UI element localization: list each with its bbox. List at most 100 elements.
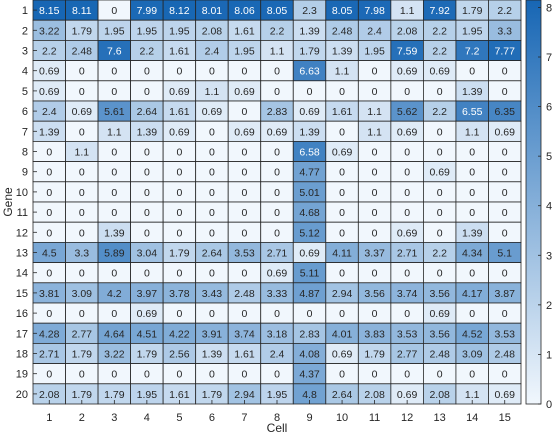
y-tick-label: 17 — [16, 328, 28, 340]
x-tick-label: 15 — [499, 412, 511, 424]
cell-value-label: 8.11 — [72, 5, 92, 17]
cell-value-label: 0 — [144, 369, 150, 381]
cell-value-label: 0.69 — [299, 248, 320, 260]
x-tick-label: 7 — [241, 412, 247, 424]
cell-value-label: 0 — [502, 187, 508, 199]
cell-value-label: 0 — [242, 147, 248, 159]
cell-value-label: 0.69 — [495, 389, 516, 401]
cell-value-label: 8.06 — [234, 5, 255, 17]
cell-value-label: 1.79 — [104, 389, 125, 401]
cell-value-label: 0 — [274, 207, 280, 219]
cell-value-label: 7.59 — [397, 46, 418, 58]
cell-value-label: 0 — [339, 207, 345, 219]
cell-value-label: 0 — [46, 308, 52, 320]
x-tick-label: 3 — [111, 412, 117, 424]
cell-value-label: 5.12 — [299, 227, 320, 239]
cell-value-label: 0 — [274, 66, 280, 78]
cell-value-label: 0 — [209, 147, 215, 159]
cell-value-label: 2.48 — [495, 349, 516, 361]
cell-value-label: 2.4 — [270, 349, 285, 361]
cell-value-label: 2.08 — [39, 389, 60, 401]
cell-value-label: 0 — [404, 268, 410, 280]
cell-value-label: 0 — [339, 126, 345, 138]
cell-value-label: 0 — [469, 207, 475, 219]
cell-value-label: 0.69 — [39, 66, 60, 78]
colorbar-tick-label: 8 — [546, 2, 552, 14]
cell-value-label: 1.39 — [202, 349, 223, 361]
y-tick-label: 7 — [22, 126, 28, 138]
cell-value-label: 0 — [209, 268, 215, 280]
cell-value-label: 0 — [111, 207, 117, 219]
cell-value-label: 4.37 — [299, 369, 320, 381]
cell-value-label: 6.55 — [462, 106, 483, 118]
cell-value-label: 3.04 — [137, 248, 158, 260]
x-tick-label: 11 — [369, 412, 380, 424]
cell-value-label: 1.79 — [202, 389, 223, 401]
cell-value-label: 0 — [372, 86, 378, 98]
cell-value-label: 1.61 — [169, 106, 190, 118]
cell-value-label: 0.69 — [202, 106, 223, 118]
cell-value-label: 0.69 — [169, 86, 190, 98]
cell-value-label: 2.71 — [39, 349, 60, 361]
y-tick-label: 20 — [16, 389, 28, 401]
colorbar-tick-label: 1 — [546, 349, 552, 361]
cell-value-label: 0 — [79, 167, 85, 179]
cell-value-label: 0 — [502, 167, 508, 179]
cell-value-label: 8.01 — [202, 5, 223, 17]
cell-value-label: 2.48 — [72, 46, 93, 58]
cell-value-label: 4.68 — [299, 207, 320, 219]
cell-value-label: 0 — [437, 147, 443, 159]
cell-value-label: 2.94 — [332, 288, 353, 300]
cell-value-label: 1.95 — [462, 25, 483, 37]
colorbar-tick-label: 0 — [546, 399, 552, 411]
cell-value-label: 4.2 — [107, 288, 122, 300]
cell-value-label: 0 — [437, 187, 443, 199]
cell-value-label: 0 — [176, 207, 182, 219]
cell-value-label: 0 — [79, 66, 85, 78]
cell-value-label: 0 — [111, 66, 117, 78]
cell-value-label: 0 — [339, 167, 345, 179]
cell-value-label: 3.22 — [104, 349, 125, 361]
cell-value-label: 0 — [469, 369, 475, 381]
cell-value-label: 0 — [242, 207, 248, 219]
cell-value-label: 2.2 — [497, 5, 512, 17]
cell-value-label: 0 — [469, 167, 475, 179]
cell-value-label: 2.83 — [299, 328, 320, 340]
cell-value-label: 1.79 — [364, 349, 385, 361]
cell-value-label: 0 — [339, 268, 345, 280]
cell-value-label: 3.53 — [397, 328, 418, 340]
cell-value-label: 0 — [144, 167, 150, 179]
cell-value-label: 0 — [502, 66, 508, 78]
cell-value-label: 0 — [502, 369, 508, 381]
cell-value-label: 0 — [209, 308, 215, 320]
cell-value-label: 2.2 — [140, 46, 155, 58]
cell-value-label: 0 — [339, 369, 345, 381]
cell-value-label: 1.61 — [332, 106, 353, 118]
cell-value-label: 0.69 — [397, 66, 418, 78]
cell-value-label: 3.09 — [72, 288, 93, 300]
x-axis-label: Cell — [267, 421, 288, 435]
cell-value-label: 3.37 — [364, 248, 385, 260]
cell-value-label: 1.95 — [267, 389, 288, 401]
cell-value-label: 3.83 — [364, 328, 385, 340]
cell-value-label: 3.97 — [137, 288, 158, 300]
cell-value-label: 0.69 — [137, 308, 158, 320]
cell-value-label: 0.69 — [332, 349, 353, 361]
cell-value-label: 3.78 — [169, 288, 190, 300]
x-tick-label: 1 — [46, 412, 52, 424]
cell-value-label: 0 — [111, 268, 117, 280]
x-tick-label: 13 — [434, 412, 446, 424]
cell-value-label: 0 — [176, 308, 182, 320]
cell-value-label: 0 — [437, 369, 443, 381]
cell-value-label: 1.61 — [169, 389, 190, 401]
cell-value-label: 1.39 — [299, 126, 320, 138]
cell-value-label: 0 — [469, 66, 475, 78]
y-tick-label: 1 — [22, 5, 28, 17]
cell-value-label: 0 — [502, 268, 508, 280]
cell-value-label: 0 — [372, 227, 378, 239]
cell-value-label: 0 — [144, 147, 150, 159]
cell-value-label: 0 — [242, 106, 248, 118]
cell-value-label: 0 — [242, 227, 248, 239]
cell-value-label: 0 — [274, 167, 280, 179]
